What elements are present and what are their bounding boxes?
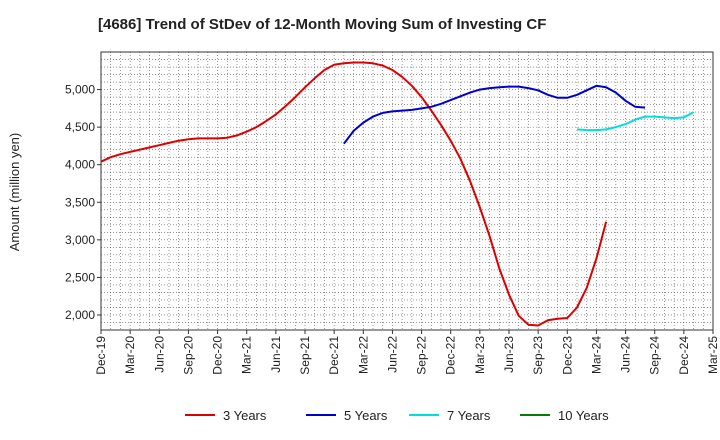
y-tick-label: 3,000 — [65, 233, 95, 247]
x-tick-label: Mar-22 — [356, 336, 370, 374]
y-tick-label: 4,000 — [65, 158, 95, 172]
series-line-7-years — [576, 111, 695, 132]
x-tick-label: Dec-22 — [444, 336, 458, 375]
plot-area — [100, 51, 714, 331]
x-tick-label: Dec-23 — [560, 336, 574, 375]
x-tick-label: Jun-20 — [152, 336, 166, 373]
legend: 3 Years 5 Years 7 Years 10 Years — [185, 408, 609, 423]
legend-label-10-years: 10 Years — [558, 408, 609, 423]
y-axis-label: Amount (million yen) — [7, 133, 22, 252]
y-tick-label: 2,500 — [65, 270, 95, 284]
x-tick-label: Sep-20 — [181, 336, 195, 375]
plot-background — [101, 52, 713, 330]
series-line-5-years — [343, 84, 646, 145]
legend-label-5-years: 5 Years — [344, 408, 388, 423]
x-tick-label: Mar-25 — [706, 336, 720, 374]
series-line-3-years — [100, 61, 608, 327]
series-lines — [100, 61, 695, 327]
plot-border — [100, 51, 714, 331]
chart-title: [4686] Trend of StDev of 12-Month Moving… — [98, 16, 546, 33]
x-tick-label: Sep-24 — [648, 336, 662, 375]
x-tick-label: Mar-20 — [123, 336, 137, 374]
x-tick-label: Mar-23 — [473, 336, 487, 374]
x-tick-label: Jun-22 — [385, 336, 399, 373]
x-tick-label: Mar-24 — [589, 336, 603, 374]
x-tick-label: Dec-19 — [94, 336, 108, 375]
x-tick-label: Jun-23 — [502, 336, 516, 373]
x-tick-label: Mar-21 — [240, 336, 254, 374]
y-tick-label: 3,500 — [65, 195, 95, 209]
x-tick-label: Sep-22 — [415, 336, 429, 375]
y-tick-label: 5,000 — [65, 83, 95, 97]
y-tick-label: 4,500 — [65, 120, 95, 134]
x-tick-label: Dec-24 — [677, 336, 691, 375]
y-tick-label: 2,000 — [65, 308, 95, 322]
y-axis-ticks: 2,000 2,500 3,000 3,500 4,000 4,500 5,000 — [65, 83, 101, 322]
legend-label-3-years: 3 Years — [223, 408, 267, 423]
x-tick-label: Sep-21 — [298, 336, 312, 375]
x-tick-label: Jun-21 — [269, 336, 283, 373]
legend-label-7-years: 7 Years — [447, 408, 491, 423]
x-tick-label: Dec-21 — [327, 336, 341, 375]
x-tick-label: Jun-24 — [619, 336, 633, 373]
x-axis-ticks: Dec-19 Mar-20 Jun-20 Sep-20 Dec-20 Mar-21 Jun-… — [94, 330, 720, 375]
x-tick-label: Dec-20 — [211, 336, 225, 375]
x-tick-label: Sep-23 — [531, 336, 545, 375]
